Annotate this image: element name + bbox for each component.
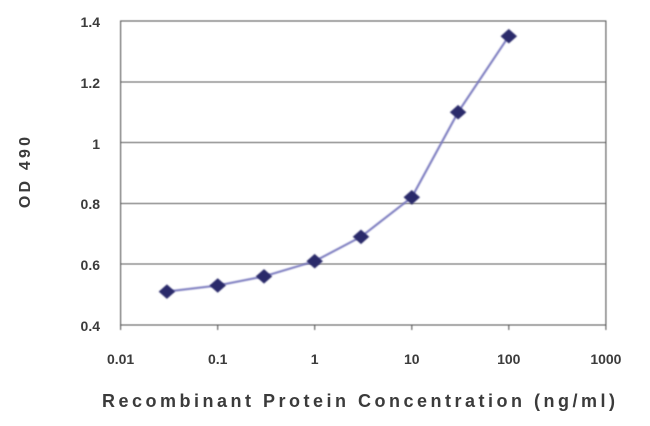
- svg-text:OD 490: OD 490: [17, 134, 34, 208]
